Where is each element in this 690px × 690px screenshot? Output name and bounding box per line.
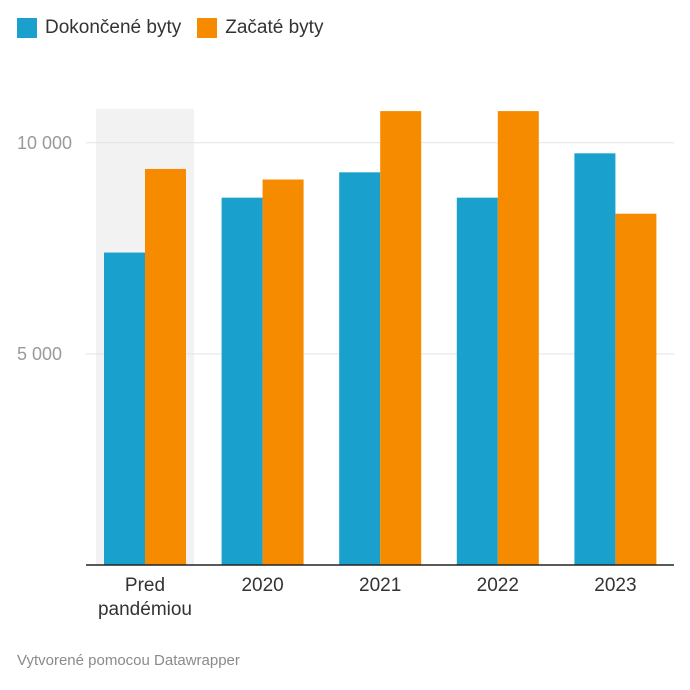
y-tick-label: 5 000 [17, 344, 62, 364]
legend-item-dokoncene: Dokončené byty [17, 17, 181, 39]
bar-zacate [145, 168, 186, 565]
chart-legend: Dokončené byty Začaté byty [17, 17, 339, 39]
legend-item-zacate: Začaté byty [197, 17, 323, 39]
x-tick-label: Pred pandémiou [98, 575, 192, 620]
bar-zacate [262, 179, 304, 565]
bar-zacate [615, 213, 657, 565]
x-tick-label: 2021 [359, 575, 401, 596]
x-tick-label: 2022 [477, 575, 519, 596]
bar-dokoncene [456, 197, 498, 565]
bar-zacate [380, 111, 422, 565]
bar-dokoncene [574, 153, 616, 566]
footer-credit: Vytvorené pomocou Datawrapper [17, 652, 240, 669]
y-tick-label: 10 000 [17, 133, 72, 153]
legend-label-zacate: Začaté byty [225, 17, 324, 38]
legend-swatch-zacate [197, 18, 218, 38]
bar-dokoncene [104, 252, 145, 566]
legend-swatch-dokoncene [17, 18, 37, 38]
legend-label-dokoncene: Dokončené byty [45, 17, 182, 38]
bar-dokoncene [221, 197, 263, 565]
x-tick-label: 2023 [594, 575, 636, 596]
x-tick-label: 2020 [241, 575, 283, 596]
bar-dokoncene [339, 172, 381, 566]
bar-zacate [497, 111, 539, 565]
